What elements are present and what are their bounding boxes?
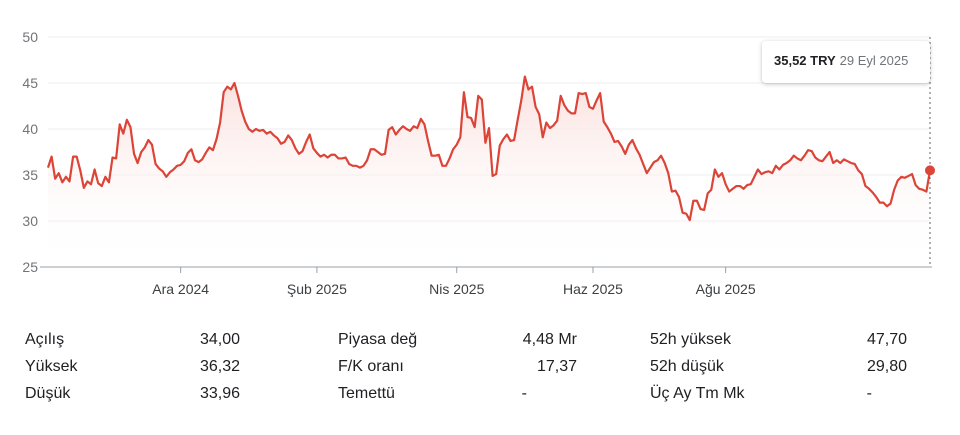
y-tick-label: 30	[22, 213, 38, 229]
x-axis-ticks: Ara 2024 Şub 2025 Nis 2025 Haz 2025 Ağu 2025	[152, 267, 756, 297]
stat-label-fk-orani: F/K oranı	[338, 358, 404, 375]
stat-value-dusuk: 33,96	[199, 385, 240, 402]
stat-label-temettu: Temettü	[338, 385, 395, 402]
y-tick-label: 45	[22, 75, 38, 91]
stat-value-yuksek: 36,32	[199, 358, 240, 375]
stat-label-yuksek: Yüksek	[25, 358, 78, 375]
stat-value-52h-dusuk: 29,80	[866, 358, 907, 375]
price-chart[interactable]: 50 45 40 35 30 25 Ara 2024 Şub 2025 Nis 2025 Haz…	[0, 0, 960, 300]
x-tick-label: Ara 2024	[152, 281, 209, 297]
price-tooltip: 35,52 TRY 29 Eyl 2025	[762, 41, 930, 83]
x-tick-label: Haz 2025	[563, 281, 623, 297]
price-line	[46, 75, 932, 222]
stat-label-piyasa-deg: Piyasa değ	[338, 331, 418, 348]
y-tick-label: 50	[22, 29, 38, 45]
stat-value-uc-ay-tm-mk: -	[866, 385, 872, 402]
stat-value-fk-orani: 17,37	[536, 358, 577, 375]
hover-marker-dot	[925, 165, 935, 176]
x-tick-label: Şub 2025	[287, 281, 347, 297]
stat-value-temettu: -	[521, 385, 527, 402]
y-tick-label: 40	[22, 121, 38, 137]
tooltip-price: 35,52 TRY	[774, 53, 836, 68]
stat-label-52h-yuksek: 52h yüksek	[650, 331, 731, 348]
price-area-fill	[48, 76, 930, 267]
tooltip-date: 29 Eyl 2025	[839, 53, 909, 68]
y-tick-label: 25	[22, 259, 38, 275]
stat-label-acilis: Açılış	[25, 331, 65, 348]
stat-value-piyasa-deg: 4,48 Mr	[522, 331, 577, 348]
stat-label-dusuk: Düşük	[25, 385, 71, 402]
x-tick-label: Nis 2025	[429, 281, 484, 297]
stat-value-52h-yuksek: 47,70	[866, 331, 907, 348]
stat-label-uc-ay-tm-mk: Üç Ay Tm Mk	[650, 385, 745, 402]
y-axis-ticks: 50 45 40 35 30 25	[22, 29, 38, 275]
x-tick-label: Ağu 2025	[696, 281, 756, 297]
stat-value-acilis: 34,00	[199, 331, 240, 348]
y-tick-label: 35	[22, 167, 38, 183]
stat-label-52h-dusuk: 52h düşük	[650, 358, 724, 375]
